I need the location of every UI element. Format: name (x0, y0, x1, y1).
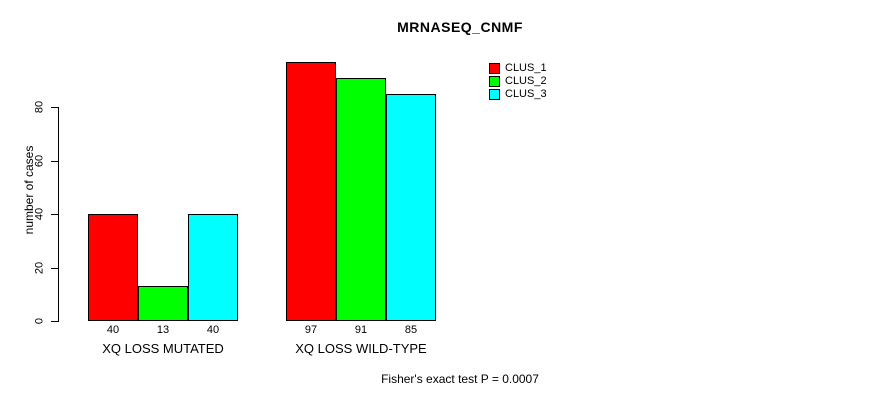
bar-value-label: 91 (354, 324, 368, 336)
legend-swatch-clus-1-icon (489, 63, 500, 74)
legend-label-clus-2: CLUS_2 (505, 75, 547, 87)
legend-item-clus-2: CLUS_2 (489, 75, 547, 88)
y-axis-tick (51, 107, 58, 108)
bar-value-label: 85 (404, 324, 418, 336)
y-axis-tick (51, 161, 58, 162)
bar-value-label: 40 (206, 324, 220, 336)
bar (386, 94, 436, 321)
legend-swatch-clus-2-icon (489, 76, 500, 87)
y-axis-tick-label: 60 (33, 154, 46, 168)
legend-swatch-clus-3-icon (489, 89, 500, 100)
y-axis-tick-label: 0 (33, 317, 46, 325)
legend-item-clus-1: CLUS_1 (489, 62, 547, 75)
y-axis-line (58, 107, 59, 322)
y-axis-tick-label: 40 (33, 207, 46, 221)
legend-item-clus-3: CLUS_3 (489, 88, 547, 101)
bar (286, 62, 336, 321)
y-axis-tick-label: 20 (33, 261, 46, 275)
chart-legend: CLUS_1 CLUS_2 CLUS_3 (489, 62, 547, 101)
subtitle-text: Fisher's exact test P = 0.0007 (381, 372, 539, 386)
bar (138, 286, 188, 321)
bar-value-label: 40 (106, 324, 120, 336)
bar-value-label: 13 (156, 324, 170, 336)
x-group-label-mutated: XQ LOSS MUTATED (102, 341, 224, 356)
y-axis-tick (51, 268, 58, 269)
legend-label-clus-1: CLUS_1 (505, 62, 547, 74)
chart-title: MRNASEQ_CNMF (397, 19, 523, 35)
y-axis-tick (51, 321, 58, 322)
bar (336, 78, 386, 321)
bar-value-label: 97 (304, 324, 318, 336)
bar (88, 214, 138, 321)
bar (188, 214, 238, 321)
legend-label-clus-3: CLUS_3 (505, 88, 547, 100)
y-axis-tick (51, 214, 58, 215)
x-group-label-wild-type: XQ LOSS WILD-TYPE (295, 341, 427, 356)
y-axis-tick-label: 80 (33, 100, 46, 114)
